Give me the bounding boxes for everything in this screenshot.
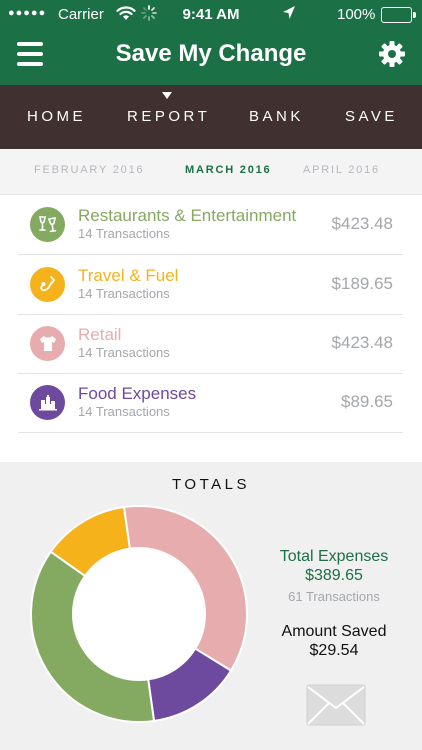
month-march-2016[interactable]: MARCH 2016 <box>185 164 272 176</box>
wine-glasses-icon <box>30 207 65 242</box>
total-transactions: 61 Transactions <box>288 589 380 604</box>
category-amount: $423.48 <box>331 214 393 233</box>
carrier-name: Carrier <box>58 6 104 23</box>
tab-save[interactable]: SAVE <box>345 108 398 125</box>
main-tab-bar: HOME REPORT BANK SAVE <box>0 85 422 149</box>
category-name: Restaurants & Entertainment <box>78 206 297 225</box>
mail-icon[interactable] <box>306 684 366 726</box>
fuel-nozzle-icon <box>30 267 65 302</box>
tab-report[interactable]: REPORT <box>127 108 211 125</box>
app-header: ●●●●● Carrier 9:41 AM 100% <box>0 0 422 85</box>
donut-slice-restaurants-entertainment <box>30 550 156 723</box>
category-restaurants-entertainment[interactable]: Restaurants & Entertainment 14 Transacti… <box>18 195 403 255</box>
shirt-icon <box>30 326 65 361</box>
app-title: Save My Change <box>115 40 307 67</box>
total-expenses-value: $389.65 <box>305 567 363 584</box>
category-amount: $189.65 <box>331 274 393 293</box>
category-travel-fuel[interactable]: Travel & Fuel 14 Transactions $189.65 <box>18 255 403 315</box>
nav-bar: Save My Change <box>0 30 422 85</box>
donut-slice-travel-fuel <box>49 505 131 578</box>
category-name: Food Expenses <box>78 384 197 403</box>
month-february-2016[interactable]: FEBRUARY 2016 <box>34 164 145 176</box>
status-bar: ●●●●● Carrier 9:41 AM 100% <box>0 0 422 30</box>
month-april-2016[interactable]: APRIL 2016 <box>303 164 380 176</box>
grocery-icon <box>30 385 65 420</box>
battery-percentage: 100% <box>337 6 376 23</box>
category-transactions: 14 Transactions <box>78 345 170 360</box>
battery-icon <box>381 7 416 23</box>
category-amount: $89.65 <box>341 392 393 411</box>
month-selector: FEBRUARY 2016 MARCH 2016 APRIL 2016 <box>0 149 422 195</box>
category-name: Retail <box>78 325 122 344</box>
gear-icon[interactable] <box>378 40 406 68</box>
donut-slice-retail <box>122 505 248 672</box>
tab-home[interactable]: HOME <box>27 108 86 125</box>
category-transactions: 14 Transactions <box>78 226 170 241</box>
totals-section: TOTALS Total Expenses $389.65 61 Transac… <box>0 462 422 750</box>
totals-title: TOTALS <box>172 476 250 493</box>
amount-saved-value: $29.54 <box>309 642 359 659</box>
category-transactions: 14 Transactions <box>78 404 170 419</box>
amount-saved-label: Amount Saved <box>281 623 387 640</box>
location-arrow-icon <box>283 6 295 19</box>
category-retail[interactable]: Retail 14 Transactions $423.48 <box>18 314 403 374</box>
selected-tab-indicator-icon <box>162 92 172 99</box>
donut-hole <box>74 549 204 679</box>
total-expenses-label: Total Expenses <box>279 548 389 565</box>
hamburger-menu-icon[interactable] <box>17 42 43 66</box>
category-transactions: 14 Transactions <box>78 286 170 301</box>
wifi-icon <box>116 6 136 20</box>
status-time: 9:41 AM <box>182 6 240 23</box>
category-amount: $423.48 <box>331 333 393 352</box>
category-food-expenses[interactable]: Food Expenses 14 Transactions $89.65 <box>18 373 403 433</box>
expenses-donut-chart <box>30 505 248 723</box>
category-name: Travel & Fuel <box>78 266 179 285</box>
tab-bank[interactable]: BANK <box>249 108 304 125</box>
signal-strength-icon: ●●●●● <box>8 7 47 19</box>
activity-spinner-icon <box>141 5 157 21</box>
